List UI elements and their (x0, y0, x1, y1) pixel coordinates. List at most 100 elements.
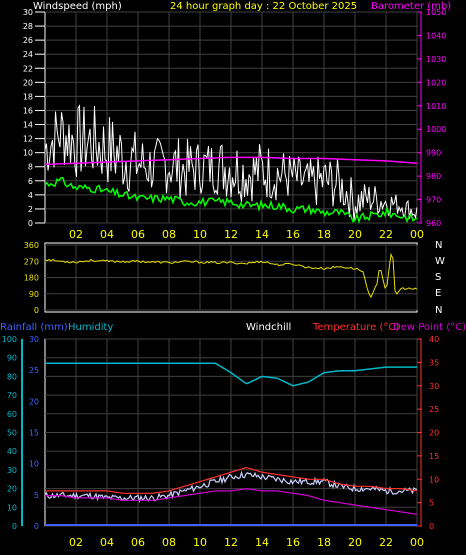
top-x-tick-label: 12 (224, 228, 238, 241)
humidity-tick-label: 90 (7, 354, 17, 363)
windspeed-line (44, 104, 418, 221)
bottom-x-tick-label: 16 (286, 536, 300, 549)
humidity-tick-label: 60 (7, 410, 17, 419)
bottom-x-tick-label: 14 (255, 536, 269, 549)
top-x-tick-label: 04 (100, 228, 114, 241)
humidity-line (45, 362, 417, 387)
top-x-tick-label: 10 (193, 228, 207, 241)
rainfall-tick-label: 15 (29, 429, 39, 438)
top-x-tick-label: 20 (348, 228, 362, 241)
humidity-tick-label: 80 (7, 372, 17, 381)
humidity-label: Humidity (68, 322, 113, 333)
middle-y-tick-label: 180 (24, 274, 39, 283)
barometer-label: Barometer (mb) (371, 1, 451, 12)
middle-y-tick-label: 270 (24, 257, 39, 266)
humidity-tick-label: 20 (7, 485, 17, 494)
middle-series (44, 252, 418, 299)
middle-y-tick-label: 360 (24, 241, 39, 250)
top-y2-tick-label: 1040 (426, 31, 446, 40)
compass-n-bottom: N (435, 305, 442, 316)
top-y-tick-label: 12 (23, 135, 33, 144)
humidity-tick-label: 40 (7, 447, 17, 456)
top-x-tick-label: 00 (410, 228, 424, 241)
middle-grid (45, 244, 418, 311)
humidity-tick-label: 30 (7, 466, 17, 475)
humidity-tick-label: 50 (7, 429, 17, 438)
humidity-tick-label: 100 (2, 335, 17, 344)
temperature-tick-label: 30 (429, 382, 439, 391)
top-y-tick-label: 18 (23, 92, 33, 101)
top-y-tick-label: 24 (23, 50, 33, 59)
top-y2-tick-label: 1030 (426, 55, 446, 64)
temperature-tick-label: 10 (429, 475, 439, 484)
top-y2-tick-label: 1010 (426, 102, 446, 111)
dewpoint-line (45, 488, 418, 515)
top-y2-tick-label: 990 (426, 149, 441, 158)
bottom-x-tick-label: 08 (162, 536, 176, 549)
windchill-label: Windchill (246, 322, 291, 333)
chart-title: 24 hour graph day : 22 October 2025 (170, 1, 357, 12)
temperature-tick-label: 35 (429, 358, 439, 367)
top-y-tick-label: 0 (28, 219, 33, 228)
bottom-x-tick-label: 02 (69, 536, 83, 549)
bottom-x-tick-label: 20 (348, 536, 362, 549)
top-y-tick-label: 8 (28, 163, 33, 172)
middle-y-tick-label: 90 (29, 290, 39, 299)
top-y-tick-label: 20 (23, 78, 33, 87)
rainfall-tick-label: 10 (29, 460, 39, 469)
dewpoint-label: Dew Point (°C) (393, 322, 466, 333)
top-x-tick-label: 22 (379, 228, 393, 241)
temperature-tick-label: 5 (429, 499, 434, 508)
top-y2-tick-label: 970 (426, 196, 441, 205)
wind-direction-line (44, 252, 418, 299)
top-y-tick-label: 2 (28, 205, 33, 214)
top-y2-tick-label: 960 (426, 219, 441, 228)
windchill-line (44, 470, 418, 504)
bottom-x-tick-label: 00 (410, 536, 424, 549)
humidity-tick-label: 10 (7, 503, 17, 512)
temperature-tick-label: 25 (429, 405, 439, 414)
rainfall-tick-label: 0 (34, 522, 39, 531)
top-series (44, 104, 418, 225)
rainfall-label: Rainfall (mm) (0, 322, 68, 333)
top-y-tick-label: 4 (28, 191, 33, 200)
windspeed-average-line (44, 177, 418, 225)
top-x-tick-label: 14 (255, 228, 269, 241)
top-y2-tick-label: 1000 (426, 125, 446, 134)
top-y-tick-label: 16 (23, 106, 33, 115)
axis-labels: 0246810121416182022242628309609709809901… (2, 8, 447, 549)
top-y-tick-label: 30 (23, 8, 33, 17)
bottom-x-tick-label: 04 (100, 536, 114, 549)
humidity-tick-label: 70 (7, 391, 17, 400)
bottom-series (44, 362, 418, 526)
top-x-tick-label: 18 (317, 228, 331, 241)
top-y-tick-label: 26 (23, 36, 33, 45)
top-y-tick-label: 22 (23, 64, 33, 73)
bottom-x-tick-label: 12 (224, 536, 238, 549)
top-y2-tick-label: 1050 (426, 8, 446, 17)
top-y2-tick-label: 980 (426, 172, 441, 181)
bottom-x-tick-label: 10 (193, 536, 207, 549)
top-y-tick-label: 28 (23, 22, 33, 31)
top-y2-tick-label: 1020 (426, 78, 446, 87)
temperature-tick-label: 0 (429, 522, 434, 531)
temperature-tick-label: 15 (429, 452, 439, 461)
rainfall-tick-label: 25 (29, 366, 39, 375)
top-x-tick-label: 06 (131, 228, 145, 241)
top-y-tick-label: 6 (28, 177, 33, 186)
humidity-tick-label: 0 (12, 522, 17, 531)
compass-w: W (435, 256, 445, 267)
top-y-tick-label: 10 (23, 149, 33, 158)
compass-n-top: N (435, 240, 442, 251)
barometer-line (44, 156, 418, 166)
bottom-x-tick-label: 06 (131, 536, 145, 549)
windspeed-label: Windspeed (mph) (33, 1, 122, 12)
top-x-tick-label: 02 (69, 228, 83, 241)
bottom-x-tick-label: 18 (317, 536, 331, 549)
rainfall-tick-label: 5 (34, 491, 39, 500)
rainfall-tick-label: 20 (29, 397, 39, 406)
bottom-x-tick-label: 22 (379, 536, 393, 549)
temperature-line (45, 467, 418, 494)
top-grid (45, 11, 418, 224)
